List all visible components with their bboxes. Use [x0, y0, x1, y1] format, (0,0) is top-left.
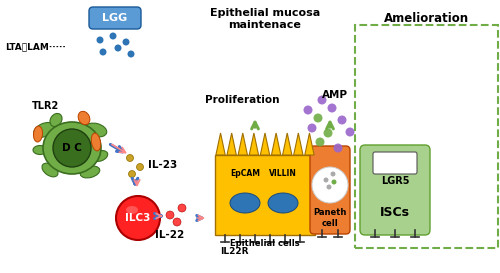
Circle shape	[110, 32, 116, 40]
Ellipse shape	[43, 122, 101, 174]
Polygon shape	[294, 133, 303, 155]
Circle shape	[114, 44, 121, 52]
Text: VILLIN: VILLIN	[269, 168, 297, 177]
Circle shape	[304, 105, 312, 114]
Circle shape	[128, 171, 136, 177]
Text: ILC3: ILC3	[126, 213, 150, 223]
Text: Epithelial cells: Epithelial cells	[230, 239, 300, 248]
FancyBboxPatch shape	[360, 145, 430, 235]
FancyBboxPatch shape	[373, 152, 417, 174]
Ellipse shape	[126, 206, 138, 214]
Text: LGG: LGG	[102, 13, 128, 23]
Circle shape	[334, 144, 342, 153]
Text: AMP: AMP	[322, 90, 348, 100]
Ellipse shape	[92, 133, 100, 151]
Circle shape	[318, 96, 326, 105]
Circle shape	[332, 180, 336, 185]
Circle shape	[316, 138, 324, 147]
Circle shape	[328, 103, 336, 112]
Text: LTA、LAM·····: LTA、LAM·····	[5, 43, 66, 52]
Text: D C: D C	[62, 143, 82, 153]
Text: Epithelial mucosa
maintenace: Epithelial mucosa maintenace	[210, 8, 320, 30]
Text: EpCAM: EpCAM	[230, 168, 260, 177]
Text: IL-22: IL-22	[156, 230, 184, 240]
Polygon shape	[249, 133, 258, 155]
Ellipse shape	[80, 166, 100, 178]
Text: Proliferation: Proliferation	[205, 95, 279, 105]
Ellipse shape	[230, 193, 260, 213]
Circle shape	[324, 177, 328, 182]
Text: IL-23: IL-23	[148, 160, 177, 170]
FancyBboxPatch shape	[89, 7, 141, 29]
Circle shape	[346, 127, 354, 136]
Circle shape	[173, 218, 181, 226]
Circle shape	[166, 211, 174, 219]
Text: TLR2: TLR2	[32, 101, 60, 111]
Circle shape	[324, 129, 332, 138]
Bar	[215, 155, 315, 235]
Ellipse shape	[92, 151, 108, 161]
FancyBboxPatch shape	[310, 146, 350, 234]
Circle shape	[126, 155, 134, 162]
Circle shape	[338, 115, 346, 124]
Text: Amelioration: Amelioration	[384, 11, 469, 25]
Polygon shape	[282, 133, 292, 155]
Ellipse shape	[34, 123, 54, 138]
Ellipse shape	[85, 123, 107, 137]
Circle shape	[312, 167, 348, 203]
Circle shape	[96, 37, 103, 43]
Ellipse shape	[33, 146, 47, 155]
Circle shape	[116, 196, 160, 240]
Ellipse shape	[50, 114, 62, 127]
Polygon shape	[227, 133, 236, 155]
Circle shape	[308, 123, 316, 132]
Circle shape	[326, 185, 332, 189]
Ellipse shape	[34, 126, 42, 142]
Text: LGR5: LGR5	[381, 176, 409, 186]
Ellipse shape	[78, 111, 90, 125]
Circle shape	[330, 171, 336, 177]
Polygon shape	[238, 133, 248, 155]
Circle shape	[100, 49, 106, 55]
Circle shape	[136, 164, 143, 171]
Polygon shape	[260, 133, 270, 155]
Text: Paneth
cell: Paneth cell	[314, 208, 346, 228]
Polygon shape	[272, 133, 281, 155]
Circle shape	[53, 129, 91, 167]
Circle shape	[128, 51, 134, 58]
Text: IL22R: IL22R	[220, 247, 248, 256]
Polygon shape	[216, 133, 225, 155]
Circle shape	[314, 114, 322, 123]
Circle shape	[122, 38, 130, 46]
Ellipse shape	[268, 193, 298, 213]
Polygon shape	[305, 133, 314, 155]
Ellipse shape	[42, 163, 58, 177]
Text: ISCs: ISCs	[380, 206, 410, 218]
Circle shape	[178, 204, 186, 212]
